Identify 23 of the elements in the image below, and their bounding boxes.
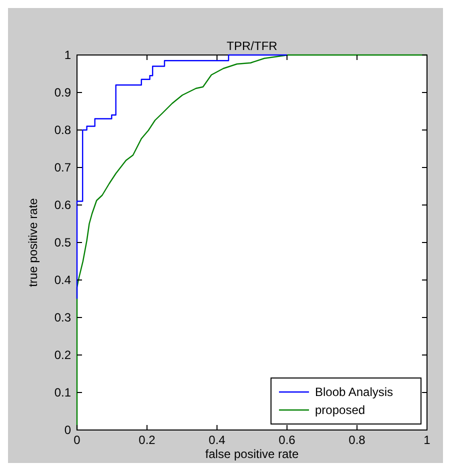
y-tick-label: 0 xyxy=(64,423,72,438)
y-tick-label: 0.1 xyxy=(54,386,72,400)
y-tick-label: 0.6 xyxy=(54,198,72,212)
y-tick-label: 0.7 xyxy=(54,160,72,175)
y-tick-label: 0.8 xyxy=(54,123,72,138)
y-tick-label: 0.3 xyxy=(54,310,72,325)
x-tick-label: 0.8 xyxy=(348,433,366,447)
legend-label: Bloob Analysis xyxy=(315,385,394,400)
legend-label: proposed xyxy=(315,403,366,418)
y-tick-label: 0.4 xyxy=(54,273,72,288)
x-tick-label: 0.2 xyxy=(138,433,156,447)
y-tick-label: 0.2 xyxy=(54,348,72,362)
chart-title: TPR/TFR xyxy=(226,39,278,53)
line-series xyxy=(76,54,428,431)
x-tick-label: 0 xyxy=(74,433,81,447)
y-tick-label: 0.9 xyxy=(54,86,72,100)
y-axis-title: true positive rate xyxy=(26,198,40,287)
y-tick-label: 1 xyxy=(64,48,72,62)
x-axis-title: false positive rate xyxy=(205,447,300,461)
x-tick-label: 1 xyxy=(424,433,431,447)
x-tick-label: 0.4 xyxy=(208,433,226,447)
x-tick-label: 0.6 xyxy=(278,433,296,447)
y-tick-label: 0.5 xyxy=(54,236,72,250)
